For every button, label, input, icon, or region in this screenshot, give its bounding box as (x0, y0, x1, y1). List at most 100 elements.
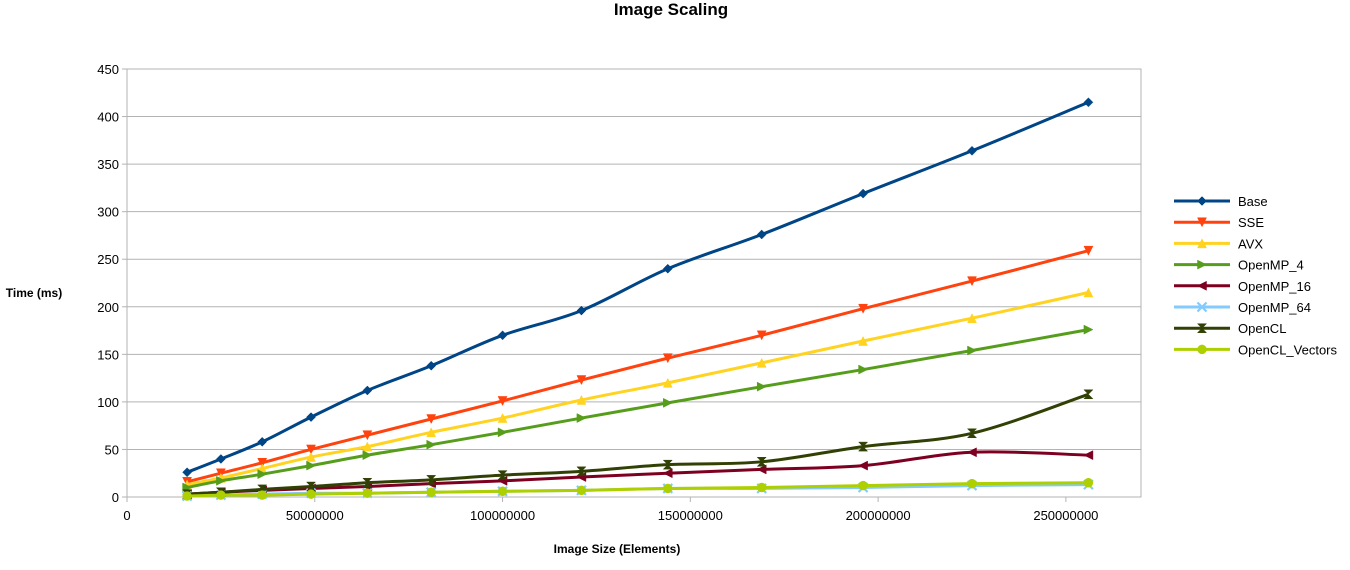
data-point (662, 263, 673, 274)
chart-title: Image Scaling (614, 0, 728, 19)
data-point (967, 313, 977, 323)
legend-item: SSE (1174, 215, 1264, 230)
data-point (662, 377, 673, 388)
data-point (306, 489, 316, 499)
data-point (257, 490, 267, 500)
series-avx (182, 287, 1094, 490)
y-tick-label: 350 (97, 157, 119, 172)
y-tick-label: 450 (97, 62, 119, 77)
data-point (576, 413, 587, 423)
data-point (362, 488, 373, 498)
legend-label: OpenMP_64 (1238, 300, 1311, 315)
legend-marker (1197, 217, 1207, 228)
data-point (966, 428, 978, 439)
legend-marker (1197, 238, 1207, 249)
y-tick-label: 300 (97, 205, 119, 220)
data-point (966, 447, 977, 458)
data-point (426, 439, 437, 450)
data-point (967, 145, 977, 156)
legend-label: OpenMP_4 (1238, 258, 1304, 273)
data-point (426, 360, 437, 371)
legend-marker (1196, 301, 1208, 313)
data-point (756, 229, 767, 240)
data-point (1083, 389, 1094, 400)
x-tick-label: 150000000 (658, 508, 723, 523)
series-opencl (181, 389, 1094, 499)
legend-item: OpenMP_4 (1174, 258, 1304, 273)
legend-item: OpenCL_Vectors (1174, 342, 1338, 357)
y-axis-ticks: 0 50 100 150 200 250 300 350 400 450 (97, 62, 127, 505)
x-tick-label: 250000000 (1033, 508, 1098, 523)
data-point (663, 397, 673, 408)
legend-label: OpenMP_16 (1238, 279, 1311, 294)
data-point (182, 467, 192, 478)
data-point (216, 454, 226, 464)
y-tick-label: 150 (97, 347, 119, 362)
data-point (497, 396, 508, 406)
data-point (1083, 97, 1094, 108)
data-point (257, 469, 268, 480)
data-point (1083, 287, 1094, 298)
legend-label: OpenCL (1238, 321, 1286, 336)
data-point (576, 394, 587, 405)
series-line (186, 328, 1089, 489)
data-point (305, 481, 317, 492)
data-point (756, 457, 767, 467)
legend-label: OpenCL_Vectors (1238, 342, 1338, 357)
data-point (663, 483, 673, 494)
data-point (497, 427, 508, 438)
legend-label: AVX (1238, 236, 1263, 251)
data-point (306, 460, 317, 471)
data-point (576, 375, 587, 386)
data-point (756, 330, 767, 341)
data-point (216, 490, 226, 500)
data-point (1083, 324, 1094, 335)
data-point (858, 364, 869, 375)
y-tick-label: 50 (105, 442, 119, 457)
x-tick-label: 200000000 (846, 508, 911, 523)
data-point (216, 475, 226, 486)
legend-marker (1197, 344, 1207, 355)
data-point (362, 477, 373, 488)
data-point (362, 441, 373, 452)
data-point (662, 353, 673, 364)
series-openmp-4 (182, 324, 1094, 493)
data-point (858, 303, 868, 314)
data-point (497, 486, 508, 497)
legend-marker (1196, 323, 1208, 333)
data-point (756, 381, 767, 392)
plot-area (126, 68, 1142, 498)
legend-label: SSE (1238, 215, 1264, 230)
data-point (857, 441, 869, 452)
data-point (257, 458, 268, 468)
data-point (426, 414, 437, 425)
data-point (306, 412, 316, 422)
legend-item: Base (1174, 194, 1268, 209)
data-point (497, 470, 508, 480)
data-point (967, 478, 977, 489)
data-point (426, 475, 437, 485)
data-point (182, 491, 192, 501)
x-tick-label: 50000000 (286, 508, 344, 523)
data-point (362, 450, 373, 461)
series-sse (182, 245, 1094, 487)
x-axis-title: Image Size (Elements) (554, 542, 681, 556)
data-point (967, 276, 977, 287)
x-tick-label: 0 (123, 508, 130, 523)
series-line (187, 392, 1089, 496)
legend-item: OpenMP_64 (1174, 300, 1311, 315)
y-tick-label: 0 (112, 490, 119, 505)
data-point (756, 464, 767, 475)
y-tick-label: 100 (97, 395, 119, 410)
series-line (186, 100, 1089, 474)
data-point (1083, 450, 1094, 461)
data-point (257, 436, 268, 447)
data-point (756, 482, 767, 493)
data-point (858, 188, 868, 199)
data-point (858, 460, 868, 471)
x-tick-label: 100000000 (470, 508, 535, 523)
legend-item: OpenMP_16 (1174, 279, 1311, 294)
data-point (858, 480, 868, 491)
data-point (576, 485, 587, 496)
